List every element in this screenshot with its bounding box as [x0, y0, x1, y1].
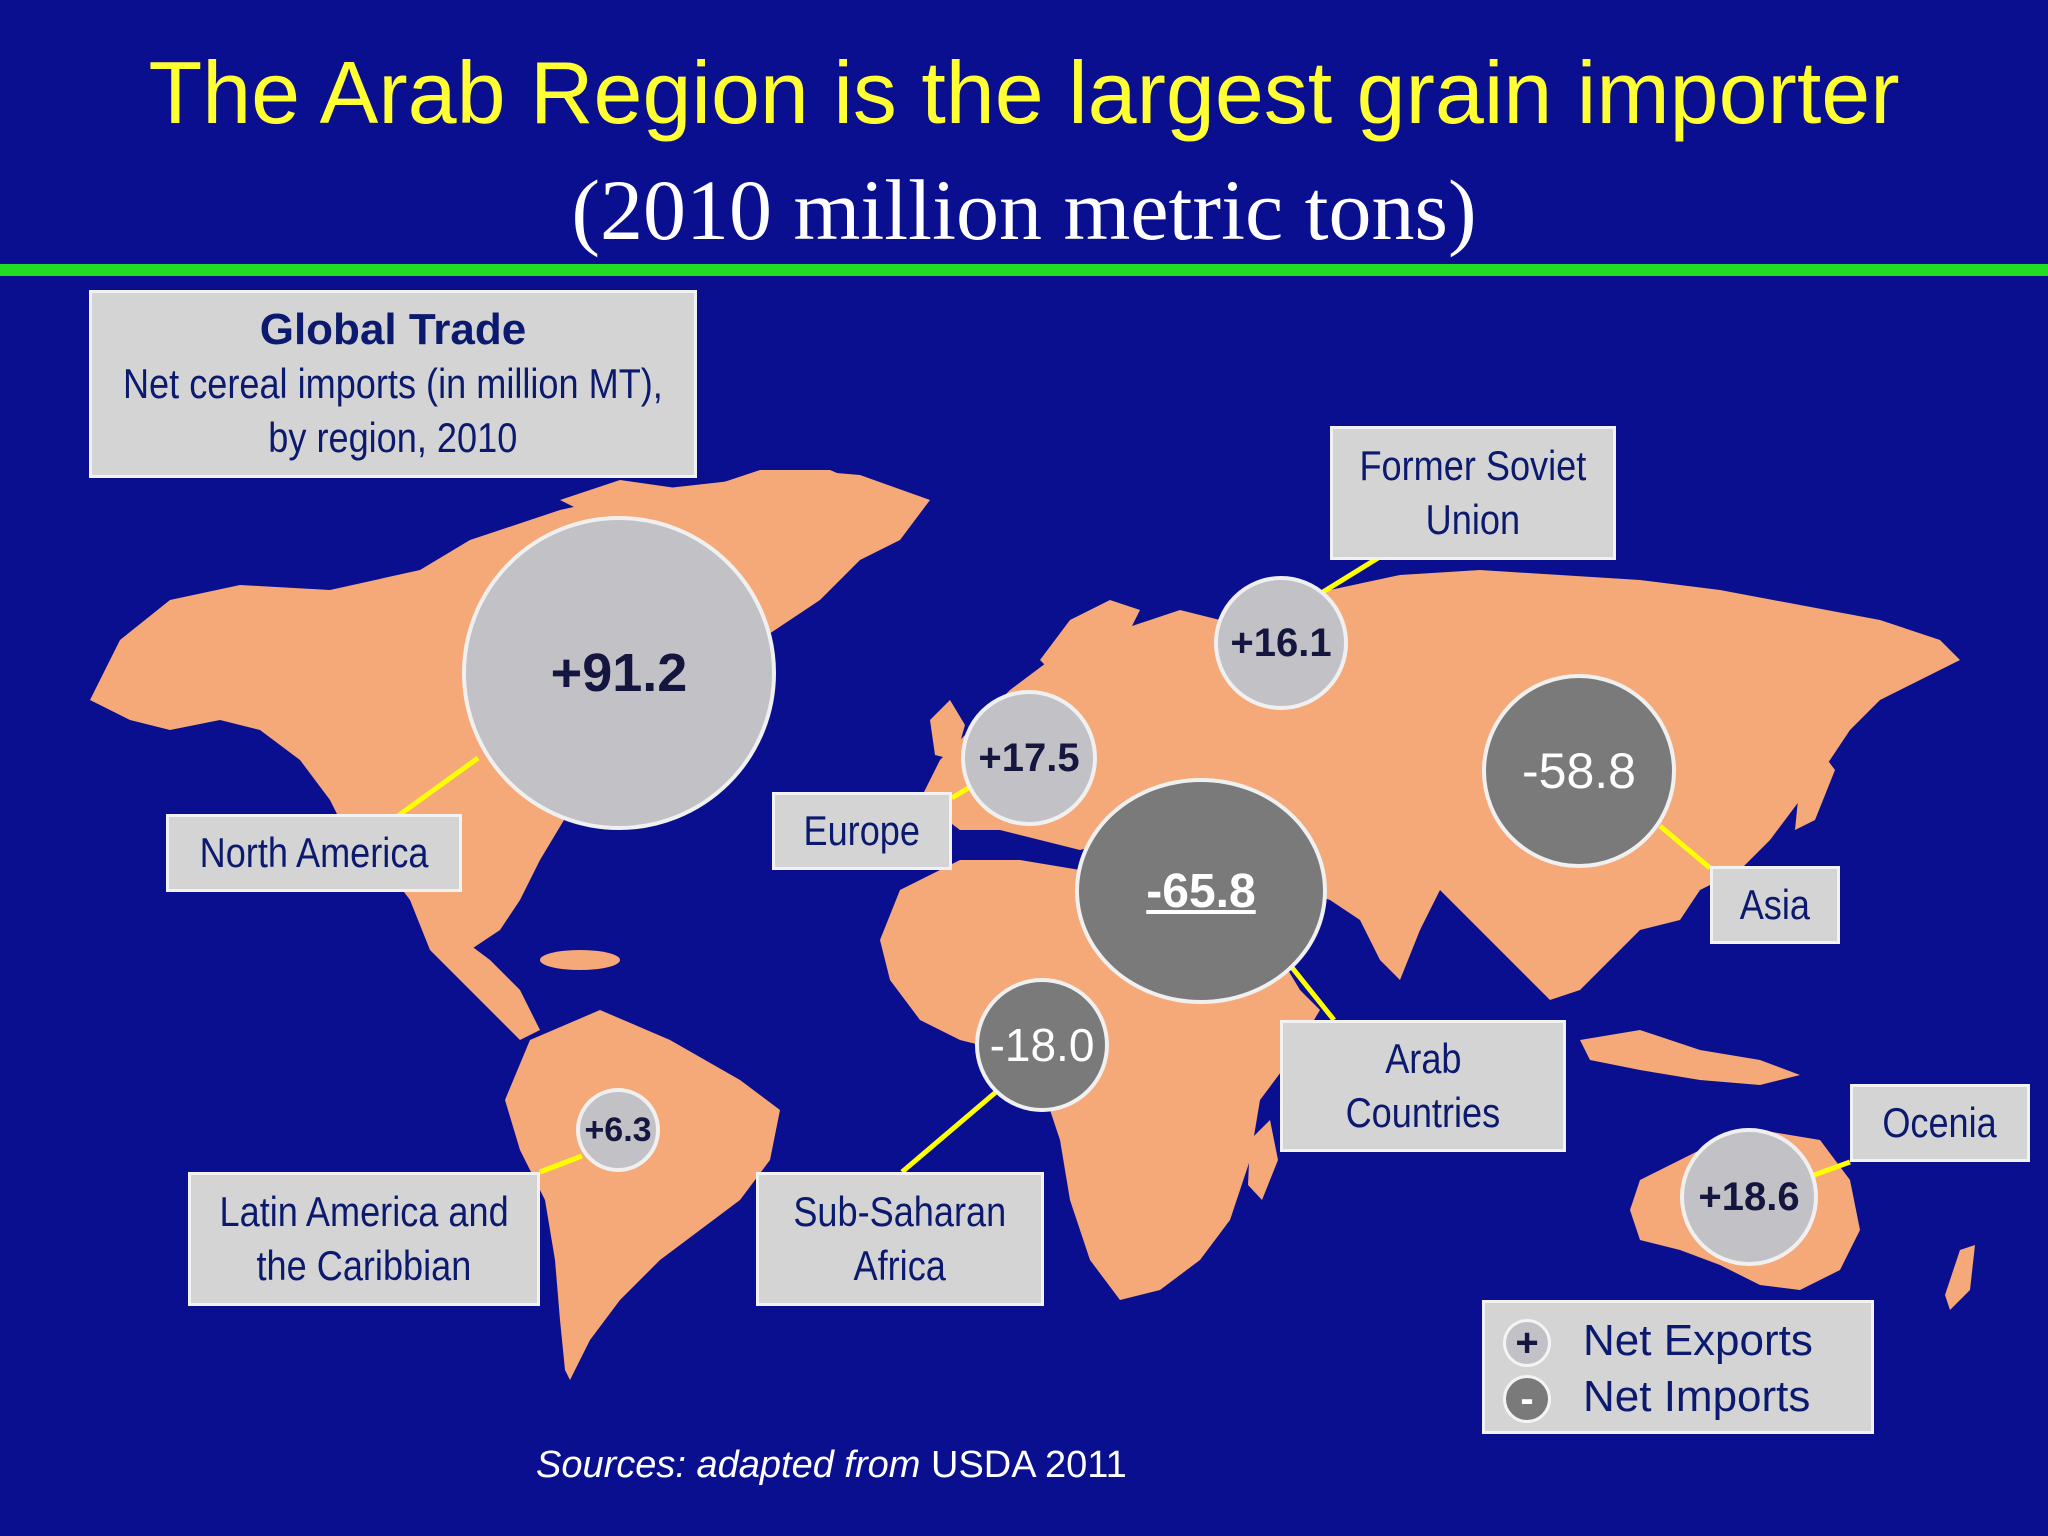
legend: + Net Exports - Net Imports	[1482, 1300, 1874, 1434]
landmass-central-america	[410, 900, 540, 1040]
region-label-north-america: North America	[166, 814, 462, 892]
info-box-line-2: by region, 2010	[268, 414, 518, 461]
region-label-asia: Asia	[1710, 866, 1840, 944]
connector-north-america	[393, 755, 480, 821]
sources-note: Sources: adapted from USDA 2011	[536, 1444, 1127, 1487]
connector-latin-america	[539, 1153, 583, 1175]
landmass-japan	[1795, 750, 1835, 830]
bubble-former-soviet-union: +16.1	[1214, 576, 1348, 710]
bubble-europe: +17.5	[961, 690, 1097, 826]
region-label-text: Former Soviet	[1359, 442, 1587, 489]
info-box-line-1: Net cereal imports (in million MT),	[123, 360, 663, 407]
landmass-caribbean	[540, 950, 620, 970]
region-label-former-soviet-union: Former Soviet Union	[1330, 426, 1616, 560]
region-label-text: Sub-Saharan	[793, 1188, 1007, 1235]
info-box-heading: Global Trade	[259, 305, 527, 354]
region-label-latin-america: Latin America and the Caribbian	[188, 1172, 540, 1306]
connector-sub-saharan	[900, 1090, 998, 1174]
connector-asia	[1658, 824, 1712, 870]
region-label-text: Ocenia	[1882, 1099, 1998, 1146]
landmass-new-zealand	[1945, 1245, 1975, 1310]
region-label-ocenia: Ocenia	[1850, 1084, 2030, 1162]
region-label-text: Asia	[1739, 881, 1811, 928]
slide-subtitle: (2010 million metric tons)	[571, 162, 1477, 258]
legend-row-imports: - Net Imports	[1485, 1369, 1871, 1429]
region-label-sub-saharan-africa: Sub-Saharan Africa	[756, 1172, 1044, 1306]
landmass-eurasia	[920, 570, 1960, 1000]
sources-italic: Sources: adapted from	[536, 1444, 921, 1486]
landmass-uk	[930, 700, 965, 760]
bubble-arab-countries: -65.8	[1075, 778, 1327, 1004]
info-box: Global Trade Net cereal imports (in mill…	[89, 290, 697, 478]
landmass-arctic-islands	[560, 480, 690, 520]
bubble-sub-saharan-africa: -18.0	[975, 978, 1109, 1112]
landmass-indonesia	[1580, 1030, 1800, 1085]
region-label-arab-countries: Arab Countries	[1280, 1020, 1566, 1152]
region-label-europe: Europe	[772, 792, 952, 870]
legend-row-exports: + Net Exports	[1485, 1313, 1871, 1373]
bubble-arab-value: -65.8	[1146, 864, 1256, 918]
landmass-south-america	[505, 1010, 780, 1380]
legend-imports-label: Net Imports	[1583, 1372, 1811, 1421]
legend-exports-label: Net Exports	[1583, 1316, 1813, 1365]
landmass-madagascar	[1248, 1120, 1278, 1200]
bubble-latin-america: +6.3	[576, 1088, 660, 1172]
region-label-text: North America	[199, 829, 429, 876]
region-label-text: Europe	[803, 807, 921, 854]
bubble-ocenia: +18.6	[1680, 1128, 1818, 1266]
region-label-text: Latin America and	[219, 1188, 509, 1235]
landmass-scandinavia	[1040, 600, 1140, 700]
bubble-north-america: +91.2	[462, 516, 776, 830]
landmass-greenland	[700, 470, 900, 560]
title-divider	[0, 264, 2048, 276]
slide-title: The Arab Region is the largest grain imp…	[148, 43, 1900, 142]
plus-icon: +	[1503, 1319, 1551, 1367]
region-label-text: the Caribbian	[256, 1242, 472, 1289]
connector-arab-countries	[1288, 963, 1336, 1022]
region-label-text: Countries	[1345, 1089, 1501, 1136]
region-label-text: Africa	[853, 1242, 947, 1289]
sources-plain: USDA 2011	[931, 1444, 1127, 1486]
bubble-asia: -58.8	[1482, 674, 1676, 868]
minus-icon: -	[1503, 1375, 1551, 1423]
region-label-text: Arab	[1384, 1035, 1462, 1082]
region-label-text: Union	[1425, 496, 1521, 543]
